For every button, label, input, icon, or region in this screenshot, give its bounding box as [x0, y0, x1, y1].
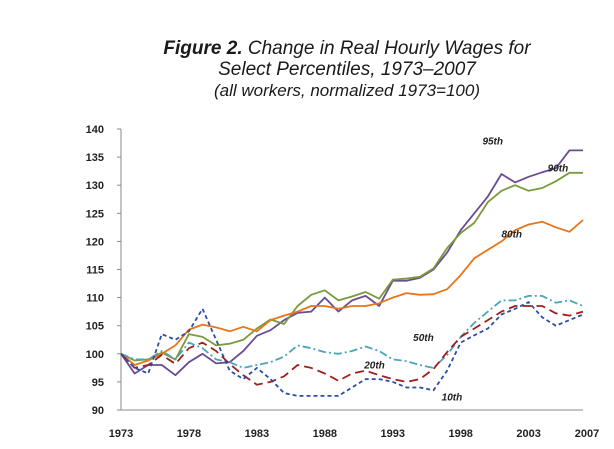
series-label-10th: 10th: [442, 392, 463, 403]
y-tick-label: 120: [86, 236, 104, 248]
y-tick-label: 125: [86, 208, 104, 220]
y-tick-label: 105: [86, 321, 104, 333]
x-tick-label: 1978: [177, 428, 201, 440]
series-line-90th: [120, 171, 583, 362]
x-tick-label: 1988: [313, 428, 337, 440]
chart-title: Figure 2. Change in Real Hourly Wages fo…: [120, 38, 574, 101]
x-tick-label: 1973: [109, 428, 133, 440]
y-tick-label: 100: [86, 349, 104, 361]
x-tick-label: 1998: [448, 428, 472, 440]
series-line-50th: [120, 294, 584, 369]
chart-subtitle: (all workers, normalized 1973=100): [214, 81, 480, 100]
y-tick-label: 115: [86, 265, 104, 277]
y-tick-label: 95: [92, 377, 104, 389]
x-tick-label: 1983: [245, 428, 269, 440]
y-tick-label: 110: [86, 293, 104, 305]
chart-axes: 90 95 100 105 110 115 120 125 130 135 140 1973 1978 1…: [86, 124, 600, 440]
series-label-90th: 90th: [548, 164, 569, 175]
x-tick-label: 1993: [381, 428, 405, 440]
series-label-20th: 20th: [363, 360, 385, 371]
series-line-20th: [120, 305, 584, 386]
chart-series: [120, 149, 584, 397]
series-label-95th: 95th: [482, 137, 503, 148]
series-label-50th: 50th: [413, 333, 434, 344]
x-tick-label: 2003: [516, 428, 540, 440]
figure-number: Figure 2.: [163, 38, 243, 59]
series-label-80th: 80th: [501, 229, 522, 240]
series-line-80th: [120, 219, 584, 366]
y-tick-label: 135: [86, 152, 104, 164]
chart-title-text: Change in Real Hourly Wages for: [242, 38, 531, 59]
chart-title-line2: Select Percentiles, 1973–2007: [218, 59, 476, 80]
y-tick-label: 140: [86, 124, 104, 136]
y-tick-label: 130: [86, 180, 104, 192]
chart-title-line1: Figure 2. Change in Real Hourly Wages fo…: [120, 38, 574, 59]
series-line-10th: [120, 301, 584, 397]
x-tick-label: 2007: [575, 428, 599, 440]
series-labels: 95th 90th 80th 50th 20th 10th: [363, 137, 568, 404]
y-tick-label: 90: [92, 405, 104, 417]
series-line-95th: [120, 149, 583, 377]
